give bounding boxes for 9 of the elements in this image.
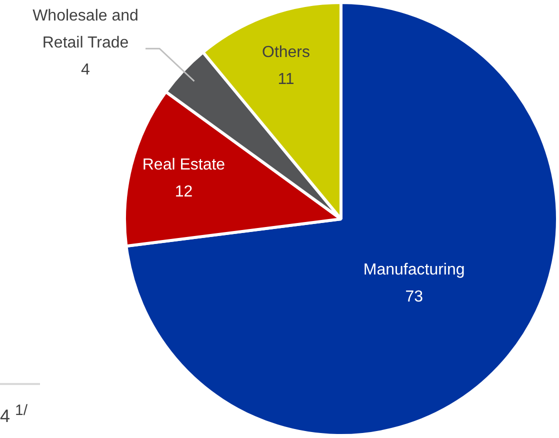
slice-label: Others — [262, 44, 310, 62]
data-label: 12 — [174, 184, 193, 201]
text: 4 $^{1/}$ — [0, 401, 28, 427]
data-label: 4 — [81, 62, 90, 79]
data-label: 11 — [278, 71, 294, 88]
slice-label: Wholesale and Retail Trade — [32, 8, 138, 52]
slice-label: Manufacturing — [363, 261, 465, 278]
slice-label: Real Estate — [142, 156, 226, 174]
data-label: 73 — [405, 288, 424, 306]
